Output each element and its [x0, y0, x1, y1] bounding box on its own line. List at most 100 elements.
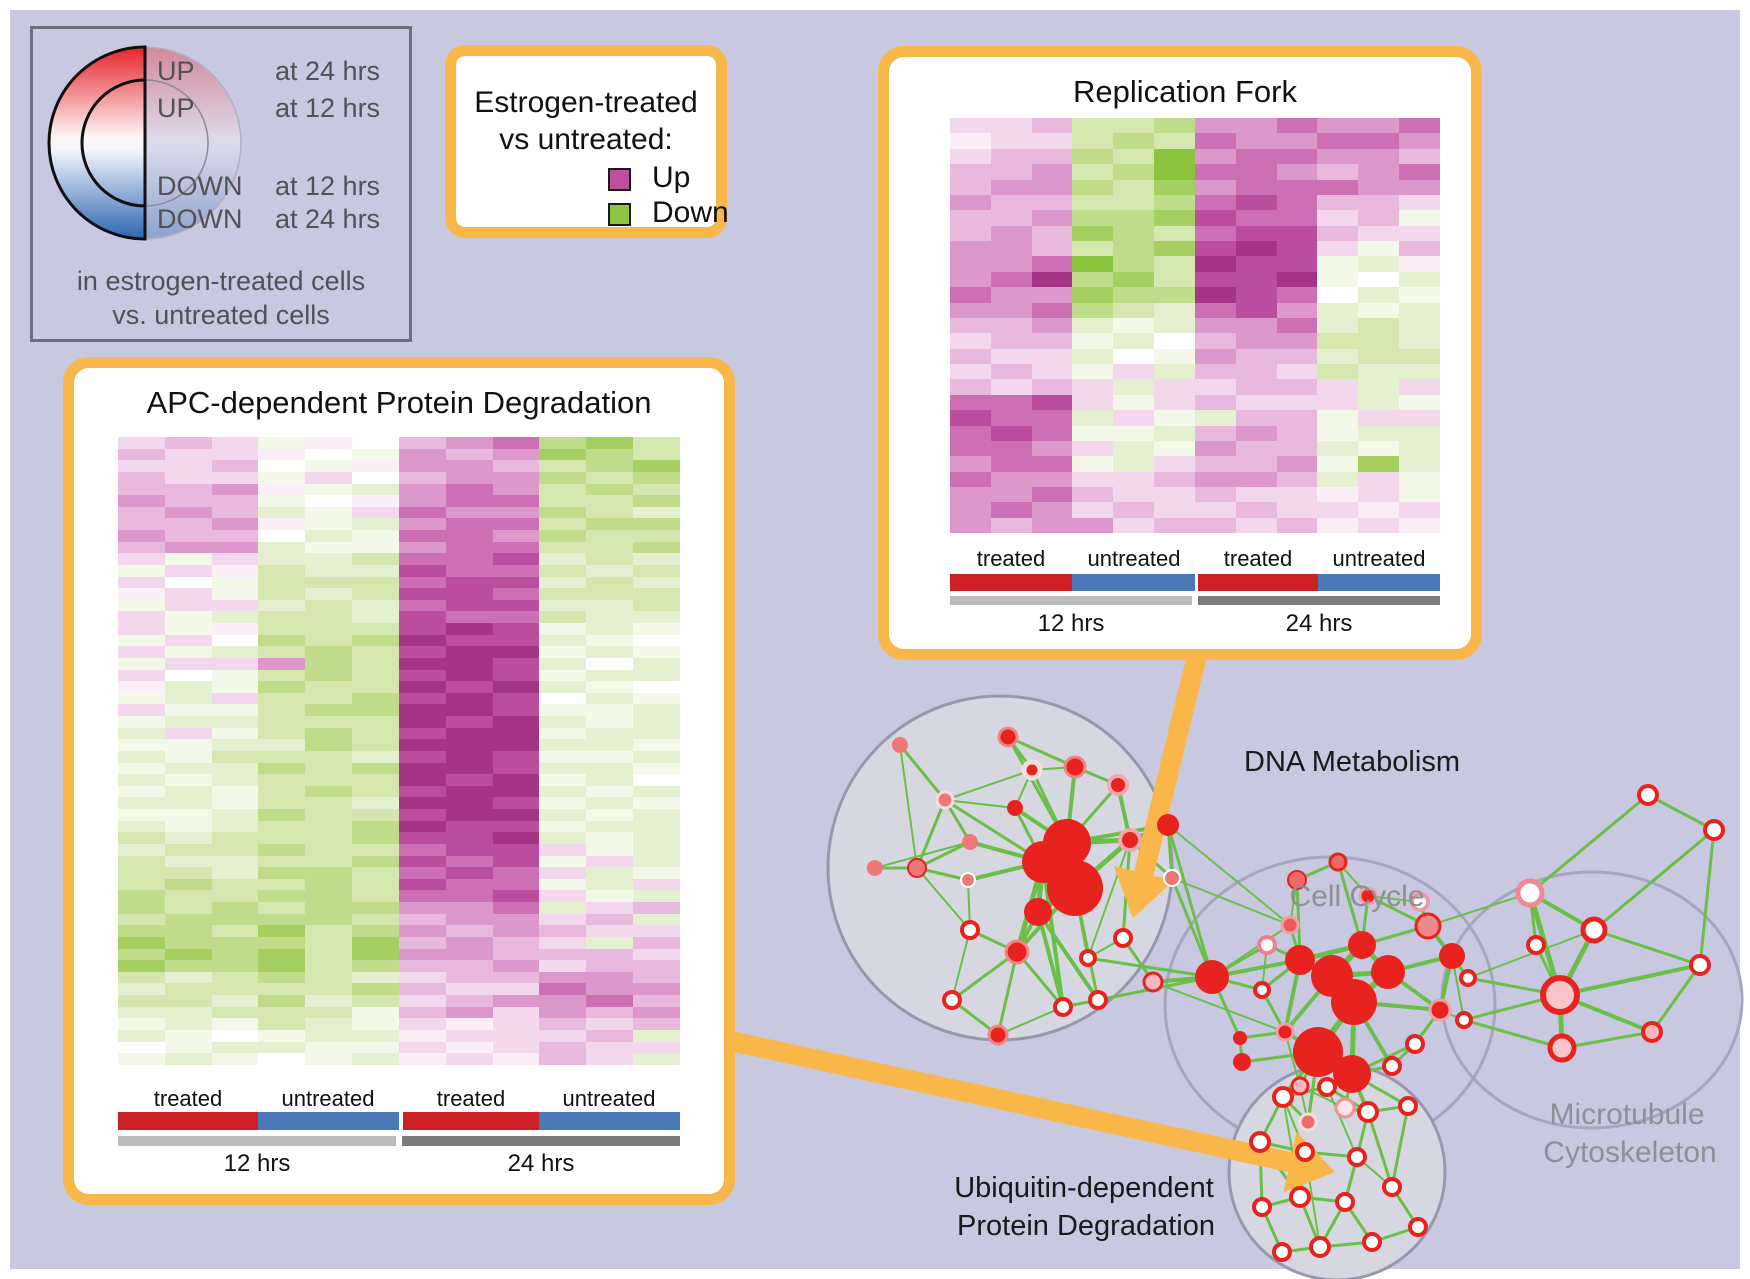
heatmap-cell [352, 681, 399, 693]
network-edge [1593, 928, 1701, 967]
heatmap-cell [1072, 379, 1114, 395]
heatmap-cell [1154, 302, 1195, 318]
heatmap-cell [164, 960, 212, 972]
heatmap-cell [164, 506, 212, 519]
network-node [1540, 975, 1580, 1015]
network-node [1515, 878, 1545, 908]
heatmap-cell [633, 437, 680, 449]
network-node [1362, 1232, 1382, 1252]
heatmap-cell [1072, 287, 1114, 303]
heatmap-cell [164, 820, 212, 833]
heatmap-cell [445, 855, 493, 868]
heatmap-cell [1072, 425, 1114, 441]
heatmap-cell [1399, 241, 1440, 257]
heatmap-cell [586, 669, 634, 682]
heatmap-cell [539, 774, 587, 786]
heatmap-cell [1235, 364, 1277, 380]
heatmap-cell [305, 774, 353, 786]
network-node [1079, 949, 1097, 967]
network-edge [1561, 1030, 1653, 1050]
heatmap-cell [1194, 118, 1236, 134]
heatmap-cell [1031, 241, 1073, 257]
heatmap-cell [305, 809, 353, 821]
heatmap-cell [586, 797, 634, 809]
heatmap-cell [586, 983, 634, 995]
legend-footer-line1: in estrogen-treated cells [76, 266, 366, 296]
heatmap-cell [398, 727, 446, 740]
heatmap-cell [990, 502, 1032, 518]
heatmap-cell [539, 692, 587, 705]
heatmap-cell [211, 762, 259, 775]
heatmap-cell [1276, 164, 1318, 180]
heatmap-cell [1031, 471, 1073, 487]
heatmap-cell [1113, 456, 1155, 472]
heatmap-cell [1276, 317, 1318, 334]
heatmap-cell [445, 785, 493, 798]
ubiquitin-label-line2: Protein Degradation [957, 1210, 1215, 1242]
heatmap-cell [118, 983, 165, 995]
heatmap-cell [633, 681, 680, 693]
heatmap-cell [1072, 271, 1114, 288]
heatmap-cell [118, 704, 165, 716]
heatmap-cell [539, 646, 587, 658]
heatmap-cell [305, 495, 353, 507]
heatmap-cell [1154, 179, 1195, 195]
heatmap-cell [539, 657, 587, 670]
heatmap-cell [586, 1006, 634, 1019]
heatmap-cell [492, 716, 540, 728]
inner-circle-left-arc [80, 78, 147, 208]
heatmap-cell [258, 971, 306, 984]
heatmap-cell [1399, 410, 1440, 426]
heatmap-cell [398, 518, 446, 530]
heatmap-cell [398, 553, 446, 565]
heatmap-cell [398, 471, 446, 484]
heatmap-cell [305, 599, 353, 612]
heatmap-cell [305, 483, 353, 496]
heatmap-cell [211, 902, 259, 914]
heatmap-cell [352, 855, 399, 868]
estrogen-legend-title-line2: vs untreated: [499, 123, 673, 156]
network-node [1439, 943, 1465, 969]
heatmap-cell [633, 820, 680, 833]
heatmap-cell [258, 681, 306, 693]
heatmap-cell [1276, 333, 1318, 349]
heatmap-cell [1399, 425, 1440, 441]
heatmap-cell [211, 657, 259, 670]
heatmap-cell [539, 611, 587, 623]
heatmap-cell [352, 588, 399, 600]
rf-group-label-untreated-12: untreated [1087, 546, 1181, 571]
heatmap-cell [352, 1018, 399, 1030]
heatmap-cell [633, 506, 680, 519]
heatmap-cell [118, 553, 165, 565]
heatmap-cell [1072, 302, 1114, 318]
heatmap-cell [118, 437, 165, 449]
heatmap-cell [164, 785, 212, 798]
heatmap-cell [118, 750, 165, 763]
heatmap-cell [211, 704, 259, 716]
heatmap-row [118, 762, 680, 775]
network-node [1382, 1056, 1402, 1076]
heatmap-row [118, 843, 680, 856]
heatmap-cell [586, 541, 634, 554]
heatmap-cell [398, 437, 446, 449]
heatmap-cell [258, 471, 306, 484]
heatmap-cell [118, 611, 165, 623]
heatmap-cell [492, 692, 540, 705]
heatmap-cell [539, 843, 587, 856]
heatmap-cell [492, 437, 540, 449]
heatmap-cell [1072, 133, 1114, 149]
heatmap-cell [352, 541, 399, 554]
heatmap-cell [990, 179, 1032, 195]
heatmap-cell [1235, 394, 1277, 411]
heatmap-cell [118, 855, 165, 868]
heatmap-row [118, 437, 680, 449]
heatmap-cell [1031, 118, 1073, 134]
heatmap-cell [1317, 394, 1359, 411]
heatmap-cell [352, 762, 399, 775]
network-node [1272, 1242, 1292, 1262]
heatmap-cell [305, 564, 353, 577]
heatmap-cell [492, 820, 540, 833]
heatmap-row [118, 716, 680, 728]
heatmap-cell [539, 820, 587, 833]
